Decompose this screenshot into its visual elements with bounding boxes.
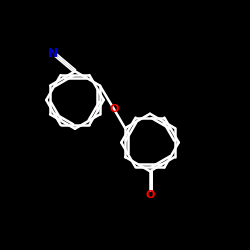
Text: O: O [109, 104, 118, 114]
Text: O: O [145, 190, 155, 200]
Text: N: N [48, 47, 59, 60]
